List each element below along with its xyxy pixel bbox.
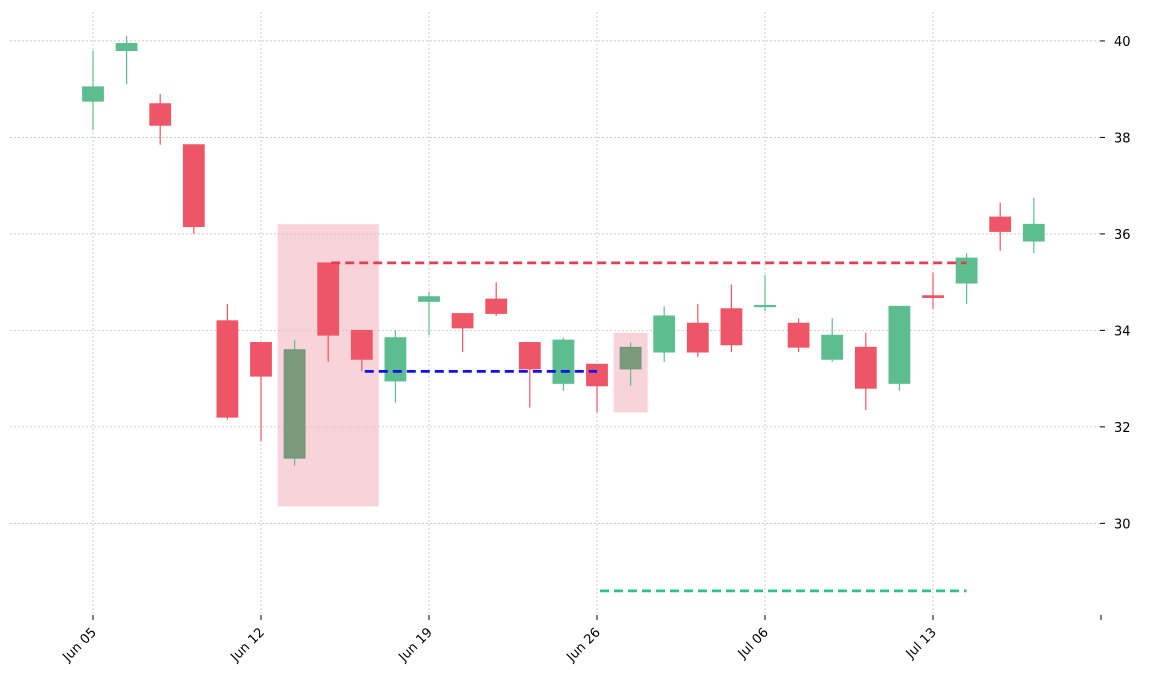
candle-body bbox=[989, 216, 1012, 232]
bullish-candle bbox=[754, 274, 776, 312]
candle-body bbox=[922, 295, 944, 298]
bullish-candle bbox=[888, 305, 911, 391]
bullish-candle bbox=[552, 337, 575, 391]
bearish-candle bbox=[922, 272, 944, 309]
candle-body bbox=[653, 315, 676, 353]
x-tick-label: Jun 26 bbox=[564, 625, 604, 665]
candle-body bbox=[518, 342, 541, 370]
bearish-candle bbox=[317, 262, 340, 362]
candle-body bbox=[485, 298, 508, 314]
x-tick-label: Jun 12 bbox=[228, 625, 268, 665]
bearish-candle bbox=[149, 94, 172, 145]
y-tick-label: 38 bbox=[1114, 131, 1131, 146]
bearish-candle bbox=[216, 303, 239, 420]
candle-body bbox=[1022, 223, 1045, 242]
candle-body bbox=[149, 103, 172, 126]
bearish-candle bbox=[518, 342, 541, 408]
bullish-candle bbox=[1022, 197, 1045, 254]
candle-body bbox=[955, 257, 978, 284]
grid bbox=[10, 12, 1100, 615]
bearish-candle bbox=[350, 329, 373, 372]
candle-body bbox=[216, 320, 239, 418]
x-tick-label: Jun 19 bbox=[396, 625, 436, 665]
bullish-candle bbox=[619, 342, 642, 386]
bullish-candle bbox=[384, 330, 407, 403]
bearish-candle bbox=[787, 318, 810, 353]
y-tick-label: 34 bbox=[1114, 324, 1131, 339]
bullish-candle bbox=[821, 318, 844, 362]
bullish-candle bbox=[115, 36, 138, 85]
y-tick-label: 30 bbox=[1114, 517, 1131, 532]
bearish-candle bbox=[989, 202, 1012, 251]
candle-body bbox=[115, 42, 138, 51]
candle-body bbox=[821, 334, 844, 360]
bearish-candle bbox=[485, 282, 508, 316]
x-tick-label: Jun 05 bbox=[60, 625, 100, 665]
candle-body bbox=[317, 262, 340, 336]
candle-body bbox=[350, 329, 373, 360]
bearish-candle bbox=[854, 332, 877, 410]
candle-body bbox=[720, 308, 743, 346]
bullish-candle bbox=[418, 291, 440, 336]
candle-body bbox=[384, 337, 407, 382]
candle-body bbox=[787, 322, 810, 348]
candle-body bbox=[552, 339, 575, 384]
candle-body bbox=[686, 322, 709, 353]
bearish-candle bbox=[686, 303, 709, 357]
bullish-candle bbox=[283, 340, 306, 466]
candle-body bbox=[854, 346, 877, 389]
level-lines bbox=[331, 261, 967, 593]
candle-body bbox=[182, 144, 205, 228]
x-tick-label: Jul 06 bbox=[735, 625, 772, 662]
bullish-candle bbox=[653, 306, 676, 362]
candle-body bbox=[250, 342, 272, 377]
candle-body bbox=[451, 313, 474, 329]
bearish-candle bbox=[451, 313, 474, 353]
bullish-candle bbox=[955, 253, 978, 304]
candle-body bbox=[619, 346, 642, 370]
candles bbox=[82, 36, 1045, 466]
candle-body bbox=[586, 363, 608, 387]
candle-body bbox=[888, 305, 911, 384]
bullish-candle bbox=[82, 50, 104, 131]
candle-body bbox=[283, 349, 306, 459]
candle-body bbox=[754, 304, 776, 308]
candle-body bbox=[82, 86, 104, 102]
bearish-candle bbox=[182, 144, 205, 234]
bearish-candle bbox=[720, 284, 743, 353]
y-tick-label: 40 bbox=[1114, 35, 1131, 50]
y-tick-label: 32 bbox=[1114, 421, 1131, 436]
candle-body bbox=[418, 296, 440, 302]
x-tick-label: Jul 13 bbox=[903, 625, 940, 662]
bearish-candle bbox=[250, 342, 272, 442]
y-tick-label: 36 bbox=[1114, 228, 1131, 243]
